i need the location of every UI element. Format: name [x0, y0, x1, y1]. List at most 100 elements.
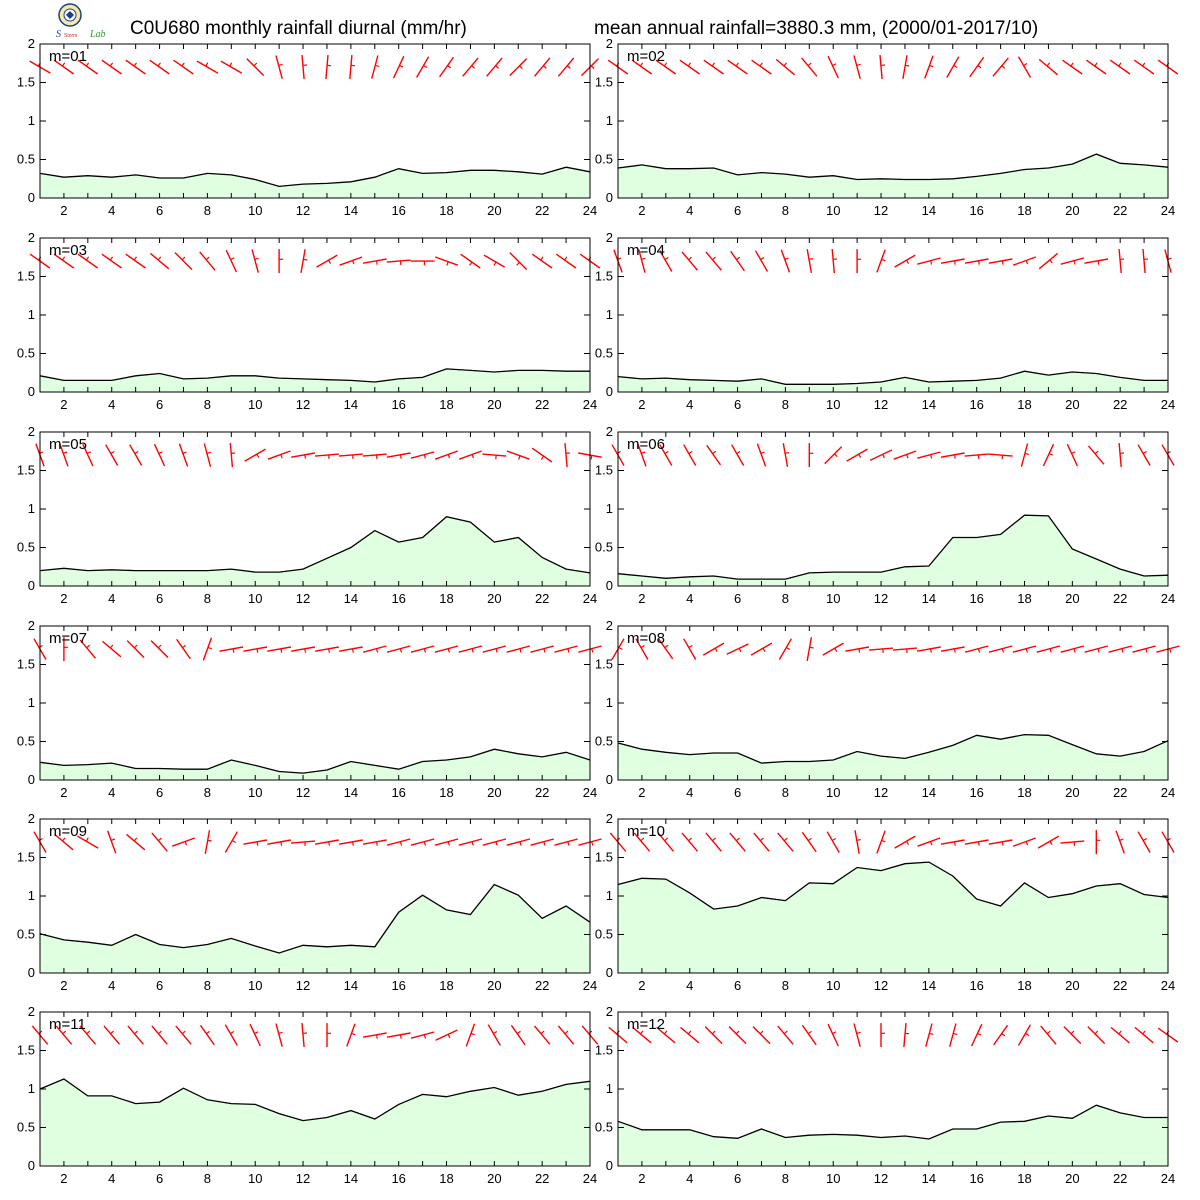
wind-barb: [105, 444, 119, 466]
wind-barb: [801, 831, 817, 853]
x-tick-label: 22: [1113, 203, 1127, 218]
x-tick-label: 24: [583, 591, 597, 606]
wind-barb: [314, 839, 339, 846]
wind-barb: [244, 448, 266, 462]
wind-barb: [555, 253, 577, 269]
rain-area: [40, 516, 590, 586]
wind-barb: [703, 59, 724, 75]
x-tick-label: 10: [826, 203, 840, 218]
panel-m-01: 00.511.522 4 6 8 10 12 14 16 18 20 22 24m=01: [17, 36, 599, 218]
y-tick-label: 0: [28, 384, 35, 399]
wind-barb: [54, 833, 74, 851]
wind-barb: [339, 256, 363, 266]
x-tick-label: 18: [439, 978, 453, 993]
wind-barb: [173, 59, 194, 75]
wind-barb: [371, 55, 380, 79]
x-tick-label: 18: [1017, 397, 1031, 412]
wind-barb: [267, 839, 292, 846]
y-tick-label: 2: [606, 424, 613, 439]
svg-text:S: S: [56, 29, 61, 40]
wind-barb: [291, 452, 316, 459]
x-tick-label: 2: [638, 978, 645, 993]
x-tick-label: 10: [248, 591, 262, 606]
x-tick-label: 8: [782, 978, 789, 993]
wind-barb: [462, 57, 479, 77]
wind-barb: [1084, 645, 1109, 653]
wind-barb: [1060, 840, 1085, 846]
rain-line: [39, 515, 591, 574]
x-tick-label: 20: [487, 203, 501, 218]
x-tick-label: 2: [60, 397, 67, 412]
wind-barb: [229, 443, 236, 468]
wind-barb: [82, 443, 94, 467]
x-tick-label: 22: [1113, 397, 1127, 412]
y-tick-label: 2: [606, 811, 613, 826]
wind-barb: [902, 55, 910, 80]
x-tick-label: 2: [638, 397, 645, 412]
wind-barb: [656, 1026, 676, 1044]
x-tick-label: 14: [922, 978, 936, 993]
wind-barb: [969, 56, 985, 78]
y-tick-label: 1: [28, 1081, 35, 1096]
wind-barb: [251, 249, 259, 273]
wind-barb: [637, 443, 647, 467]
wind-barb: [410, 260, 435, 266]
wind-barb: [1137, 444, 1151, 466]
x-tick-label: 4: [686, 591, 693, 606]
wind-barb: [53, 253, 75, 269]
wind-barb: [970, 1023, 983, 1047]
wind-barb: [876, 249, 886, 273]
x-tick-label: 24: [583, 1171, 597, 1186]
y-tick-label: 0.5: [595, 1120, 613, 1135]
wind-barb: [827, 1023, 839, 1047]
wind-barb: [1115, 830, 1125, 854]
x-tick-label: 18: [1017, 591, 1031, 606]
wind-barb: [853, 1023, 861, 1047]
x-tick-label: 22: [1113, 785, 1127, 800]
x-tick-label: 16: [391, 397, 405, 412]
y-tick-label: 0.5: [595, 152, 613, 167]
rain-area: [40, 368, 590, 392]
wind-barb: [220, 60, 243, 74]
wind-barb: [362, 1032, 387, 1039]
y-tick-label: 1: [606, 1081, 613, 1096]
x-tick-label: 6: [734, 397, 741, 412]
wind-barb: [822, 642, 844, 656]
wind-barb: [894, 835, 916, 849]
x-tick-label: 16: [391, 1171, 405, 1186]
y-tick-label: 1.5: [17, 269, 35, 284]
x-tick-label: 10: [826, 1171, 840, 1186]
x-tick-label: 4: [108, 1171, 115, 1186]
wind-barb: [349, 55, 356, 80]
x-tick-label: 18: [1017, 1171, 1031, 1186]
wind-barb: [291, 646, 316, 653]
wind-barb: [705, 832, 722, 852]
wind-barb: [683, 444, 697, 466]
x-tick-label: 12: [874, 203, 888, 218]
rain-area: [618, 1105, 1168, 1166]
wind-barb: [460, 253, 481, 269]
wind-barb: [1060, 257, 1085, 265]
y-tick-label: 0: [606, 578, 613, 593]
wind-barb: [1087, 445, 1105, 465]
panel-m-11: 00.511.522 4 6 8 10 12 14 16 18 20 22 24m=11: [17, 1004, 599, 1186]
wind-barb: [854, 830, 861, 855]
wind-barb: [219, 646, 244, 653]
y-tick-label: 0: [606, 772, 613, 787]
wind-barb: [1066, 443, 1079, 467]
x-tick-label: 24: [583, 397, 597, 412]
y-tick-label: 1.5: [17, 850, 35, 865]
x-tick-label: 8: [782, 397, 789, 412]
y-tick-label: 1.5: [595, 75, 613, 90]
wind-barb: [726, 643, 749, 655]
wind-barb: [917, 451, 941, 459]
x-tick-label: 6: [156, 203, 163, 218]
wind-barb: [680, 1026, 700, 1044]
x-tick-label: 6: [156, 397, 163, 412]
y-tick-label: 0: [606, 1158, 613, 1173]
x-tick-label: 14: [344, 978, 358, 993]
x-tick-label: 4: [686, 203, 693, 218]
x-tick-label: 8: [204, 591, 211, 606]
y-tick-label: 1.5: [595, 463, 613, 478]
wind-barb: [125, 253, 146, 269]
